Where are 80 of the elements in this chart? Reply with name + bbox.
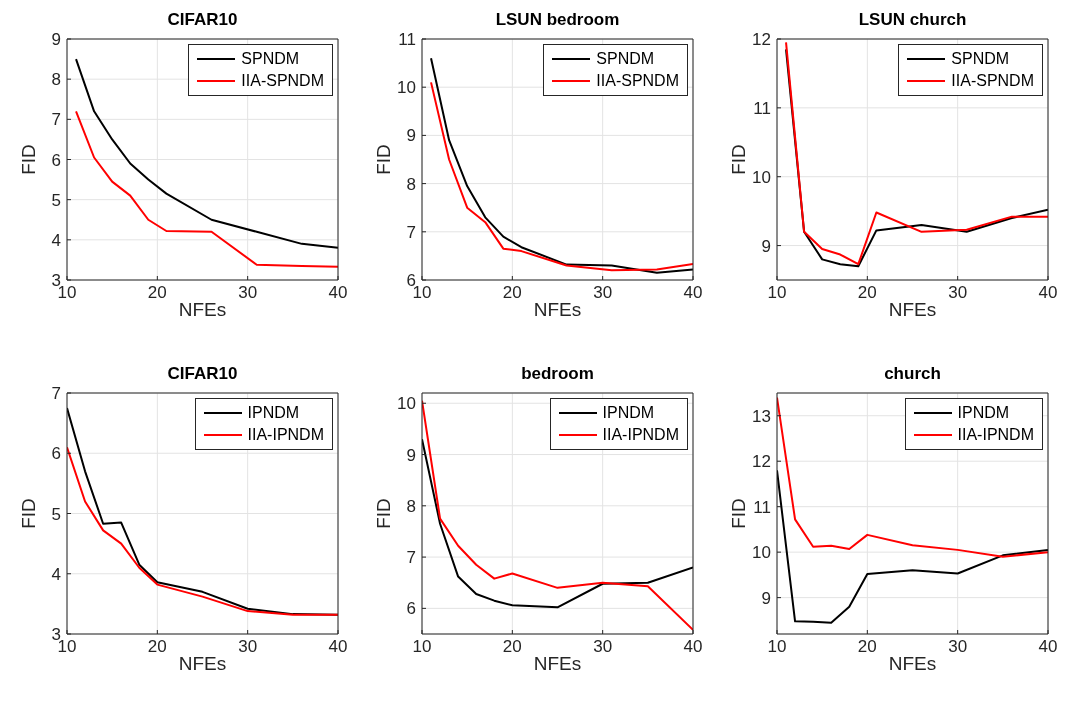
y-axis-title: FID	[372, 498, 394, 529]
x-tick-label: 20	[857, 283, 877, 303]
chart-title: CIFAR10	[166, 10, 239, 30]
y-tick-label: 7	[51, 384, 61, 404]
legend-label: IIA-IPNDM	[957, 425, 1034, 445]
legend-label: IIA-SPNDM	[596, 71, 679, 91]
y-tick-label: 9	[406, 126, 416, 146]
legend-label: SPNDM	[596, 49, 655, 69]
legend-label: IIA-SPNDM	[951, 71, 1034, 91]
x-axis-title: NFEs	[533, 299, 582, 320]
x-tick-label: 30	[238, 283, 258, 303]
y-tick-label: 9	[406, 445, 416, 465]
y-tick-label: 10	[397, 78, 416, 98]
x-tick-label: 30	[238, 637, 258, 657]
y-tick-label: 9	[761, 588, 771, 608]
y-tick-label: 13	[752, 406, 771, 426]
legend-label: IIA-SPNDM	[241, 71, 324, 91]
legend-label: SPNDM	[951, 49, 1010, 69]
legend-label: IIA-IPNDM	[247, 425, 324, 445]
x-tick-label: 20	[502, 637, 522, 657]
x-tick-label: 30	[593, 637, 613, 657]
x-tick-label: 40	[683, 637, 703, 657]
y-axis-title: FID	[727, 498, 749, 529]
x-tick-label: 20	[857, 637, 877, 657]
y-tick-label: 12	[752, 30, 771, 50]
y-tick-label: 6	[51, 150, 61, 170]
x-tick-label: 40	[1038, 283, 1058, 303]
x-tick-label: 30	[948, 637, 968, 657]
x-tick-label: 40	[683, 283, 703, 303]
y-tick-label: 5	[51, 504, 61, 524]
line-series	[422, 438, 693, 609]
x-axis-title: NFEs	[888, 653, 937, 674]
y-tick-label: 11	[753, 98, 771, 118]
y-tick-label: 11	[753, 497, 771, 517]
line-series	[75, 110, 338, 268]
y-axis-title: FID	[372, 144, 394, 175]
y-tick-label: 10	[397, 394, 416, 414]
y-tick-label: 10	[752, 167, 771, 187]
x-tick-label: 20	[502, 283, 522, 303]
x-axis-title: NFEs	[178, 299, 227, 320]
y-axis-title: FID	[17, 144, 39, 175]
y-tick-label: 9	[761, 236, 771, 256]
y-tick-label: 8	[406, 496, 416, 516]
legend-label: IPNDM	[602, 403, 655, 423]
chart-title: LSUN church	[857, 10, 968, 30]
x-tick-label: 30	[593, 283, 613, 303]
y-tick-label: 8	[51, 70, 61, 90]
y-tick-label: 4	[51, 564, 61, 584]
y-tick-label: 4	[51, 230, 61, 250]
x-tick-label: 30	[948, 283, 968, 303]
x-axis-title: NFEs	[888, 299, 937, 320]
y-tick-label: 7	[51, 110, 61, 130]
legend-label: IPNDM	[957, 403, 1010, 423]
legend-label: SPNDM	[241, 49, 300, 69]
x-tick-label: 40	[1038, 637, 1058, 657]
y-tick-label: 10	[752, 543, 771, 563]
y-tick-label: 9	[51, 30, 61, 50]
y-tick-label: 7	[406, 222, 416, 242]
x-tick-label: 20	[147, 637, 167, 657]
y-tick-label: 6	[51, 444, 61, 464]
x-axis-title: NFEs	[178, 653, 227, 674]
y-axis-title: FID	[17, 498, 39, 529]
y-tick-label: 12	[752, 452, 771, 472]
x-tick-label: 40	[328, 283, 348, 303]
y-tick-label: 7	[406, 548, 416, 568]
legend-label: IIA-IPNDM	[602, 425, 679, 445]
y-tick-label: 8	[406, 174, 416, 194]
y-axis-title: FID	[727, 144, 749, 175]
y-tick-label: 11	[398, 30, 416, 50]
chart-title: bedroom	[520, 364, 595, 384]
x-axis-title: NFEs	[533, 653, 582, 674]
legend-label: IPNDM	[247, 403, 300, 423]
x-tick-label: 40	[328, 637, 348, 657]
y-tick-label: 6	[406, 599, 416, 619]
chart-title: LSUN bedroom	[494, 10, 621, 30]
y-tick-label: 5	[51, 190, 61, 210]
chart-title: church	[883, 364, 942, 384]
x-tick-label: 20	[147, 283, 167, 303]
chart-title: CIFAR10	[166, 364, 239, 384]
line-series	[67, 446, 338, 616]
